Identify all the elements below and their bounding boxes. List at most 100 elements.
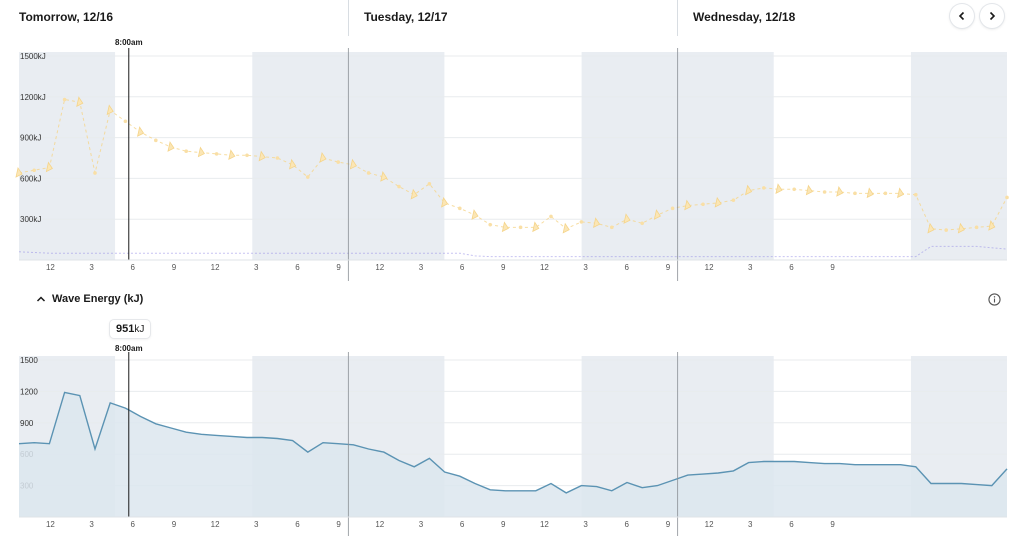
- data-point: [610, 225, 614, 230]
- swell-energy-chart[interactable]: 1500kJ 1200kJ 900kJ 600kJ 300kJ 8:00am 12 3 6 9 12…: [0, 36, 1024, 281]
- swell-direction-marker: [441, 196, 449, 208]
- y-tick-label: 900: [20, 419, 34, 428]
- swell-direction-marker: [76, 96, 84, 107]
- x-tick-label: 12: [540, 520, 549, 529]
- x-tick-label: 12: [705, 520, 714, 529]
- swell-direction-marker: [532, 221, 540, 233]
- data-point: [275, 156, 280, 160]
- y-tick-label: 1200kJ: [20, 93, 46, 102]
- x-tick-label: 12: [705, 263, 714, 272]
- y-tick-label: 300kJ: [20, 215, 41, 224]
- x-tick-label: 3: [419, 263, 424, 272]
- x-tick-label: 6: [131, 520, 136, 529]
- data-point: [458, 206, 462, 211]
- swell-direction-marker: [714, 196, 722, 208]
- x-tick-label: 9: [501, 520, 506, 529]
- wave-energy-chart[interactable]: 150012009006003008:00am12369123691236912…: [0, 340, 1024, 536]
- x-tick-label: 3: [254, 520, 259, 529]
- x-tick-label: 3: [748, 520, 753, 529]
- x-tick-label: 6: [789, 263, 794, 272]
- data-point: [822, 190, 827, 194]
- x-tick-label: 12: [46, 520, 55, 529]
- series-line: [18, 98, 1008, 231]
- x-tick-label: 9: [172, 520, 177, 529]
- data-point: [549, 214, 553, 219]
- swell-direction-marker: [45, 161, 53, 173]
- x-tick-label: 9: [830, 520, 835, 529]
- swell-direction-marker: [349, 158, 357, 170]
- chevron-up-icon: [36, 296, 46, 302]
- x-tick-label: 3: [89, 520, 94, 529]
- swell-direction-marker: [289, 158, 297, 170]
- data-point: [184, 149, 188, 153]
- swell-direction-marker: [167, 141, 175, 152]
- info-icon[interactable]: [988, 293, 1001, 306]
- data-point: [214, 152, 219, 156]
- swell-direction-marker: [897, 187, 905, 199]
- data-point: [640, 221, 644, 226]
- data-point: [366, 171, 371, 175]
- x-tick-label: 6: [295, 520, 300, 529]
- x-tick-label: 9: [336, 263, 341, 272]
- swell-direction-marker: [471, 209, 479, 220]
- data-point: [154, 138, 158, 143]
- x-tick-label: 6: [131, 263, 136, 272]
- data-point: [62, 97, 67, 102]
- swell-direction-marker: [684, 199, 692, 211]
- data-point: [579, 220, 584, 224]
- day-label-wednesday: Wednesday, 12/18: [693, 10, 796, 24]
- x-tick-label: 3: [583, 263, 588, 272]
- swell-direction-marker: [805, 184, 813, 196]
- data-point: [397, 184, 401, 189]
- data-point: [1005, 195, 1009, 200]
- next-day-button[interactable]: [980, 4, 1004, 28]
- data-point: [853, 191, 857, 196]
- data-point: [306, 175, 310, 179]
- x-tick-label: 12: [540, 263, 549, 272]
- swell-direction-marker: [593, 217, 601, 229]
- x-tick-label: 12: [46, 263, 55, 272]
- data-point: [245, 153, 249, 158]
- day-separator: [348, 0, 349, 36]
- day-label-tomorrow: Tomorrow, 12/16: [19, 10, 114, 24]
- swell-direction-marker: [319, 151, 327, 163]
- day-label-tuesday: Tuesday, 12/17: [364, 10, 448, 24]
- x-tick-label: 12: [375, 263, 384, 272]
- swell-direction-marker: [988, 219, 996, 231]
- x-tick-label: 9: [830, 263, 835, 272]
- swell-direction-marker: [410, 188, 418, 200]
- data-point: [762, 186, 766, 190]
- wave-energy-section-toggle[interactable]: Wave Energy (kJ): [36, 293, 143, 305]
- x-tick-label: 6: [789, 520, 794, 529]
- swell-direction-marker: [258, 150, 266, 162]
- swell-direction-marker: [501, 221, 509, 233]
- x-tick-label: 3: [748, 263, 753, 272]
- data-point: [488, 222, 493, 227]
- data-point: [944, 228, 948, 232]
- data-point: [93, 171, 97, 175]
- chevron-left-icon: [958, 11, 965, 21]
- tooltip-value: 951: [116, 323, 135, 335]
- swell-direction-marker: [137, 126, 145, 137]
- data-point: [974, 225, 979, 230]
- swell-direction-marker: [836, 185, 844, 197]
- previous-day-button[interactable]: [950, 4, 974, 28]
- data-point: [427, 182, 432, 186]
- data-point: [701, 202, 705, 207]
- value-tooltip: 951kJ: [110, 320, 151, 338]
- tooltip-unit: kJ: [134, 324, 145, 335]
- time-cursor-label: 8:00am: [115, 38, 143, 47]
- x-tick-label: 6: [625, 520, 630, 529]
- x-tick-label: 3: [254, 263, 259, 272]
- data-point: [670, 206, 675, 211]
- swell-direction-marker: [106, 104, 114, 116]
- swell-direction-marker: [380, 171, 388, 182]
- day-separator: [677, 0, 678, 36]
- x-tick-label: 12: [211, 520, 220, 529]
- swell-direction-marker: [228, 149, 236, 161]
- swell-direction-marker: [745, 184, 753, 196]
- x-tick-label: 6: [460, 520, 465, 529]
- x-tick-label: 6: [625, 263, 630, 272]
- x-tick-label: 9: [666, 520, 671, 529]
- x-tick-label: 12: [211, 263, 220, 272]
